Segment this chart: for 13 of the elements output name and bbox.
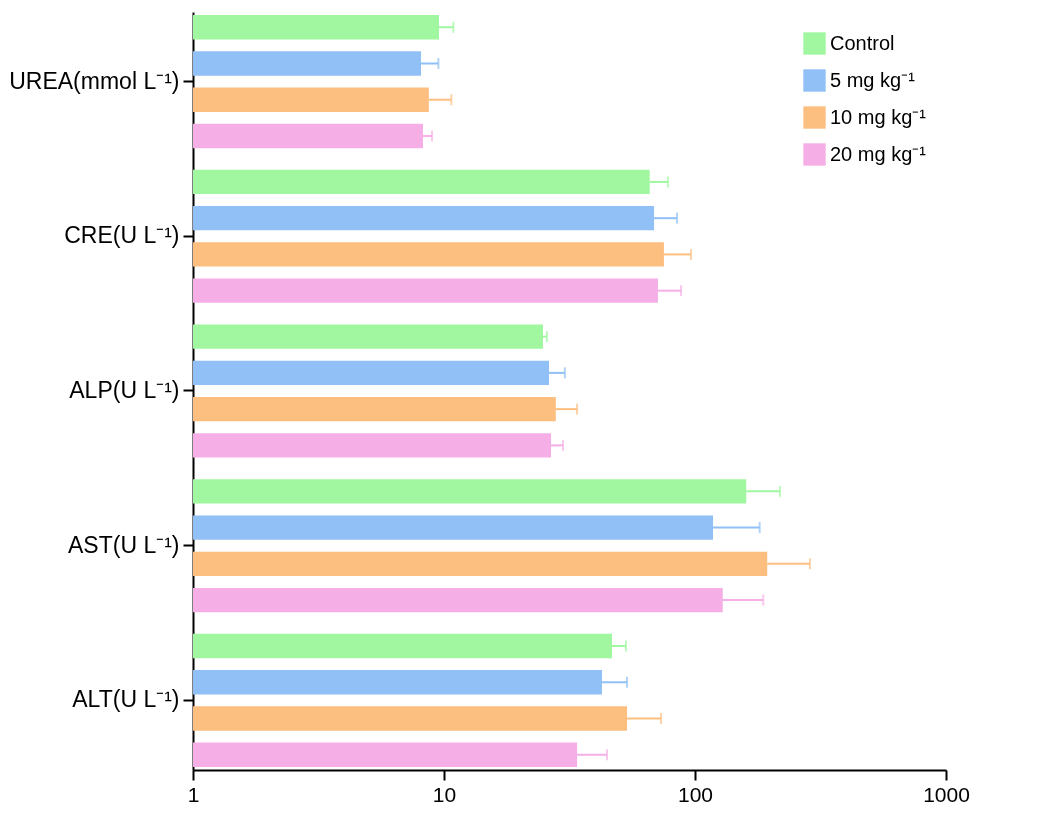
legend-label: 20 mg kg⁻¹ <box>830 142 927 165</box>
y-tick-label: AST(U L⁻¹) <box>68 531 180 558</box>
x-tick-label: 10 <box>432 782 457 806</box>
legend-label: 10 mg kg⁻¹ <box>830 105 927 128</box>
x-tick-label: 100 <box>677 782 714 806</box>
y-tick-label: UREA(mmol L⁻¹) <box>9 67 180 94</box>
y-tick-label: ALT(U L⁻¹) <box>72 686 180 713</box>
legend-label: Control <box>830 31 895 54</box>
legend-label: 5 mg kg⁻¹ <box>830 68 916 91</box>
y-tick-label: ALP(U L⁻¹) <box>69 377 180 403</box>
x-tick-label: 1000 <box>923 782 970 806</box>
y-tick-label: CRE(U L⁻¹) <box>64 222 180 249</box>
x-tick-label: 1 <box>187 782 200 806</box>
